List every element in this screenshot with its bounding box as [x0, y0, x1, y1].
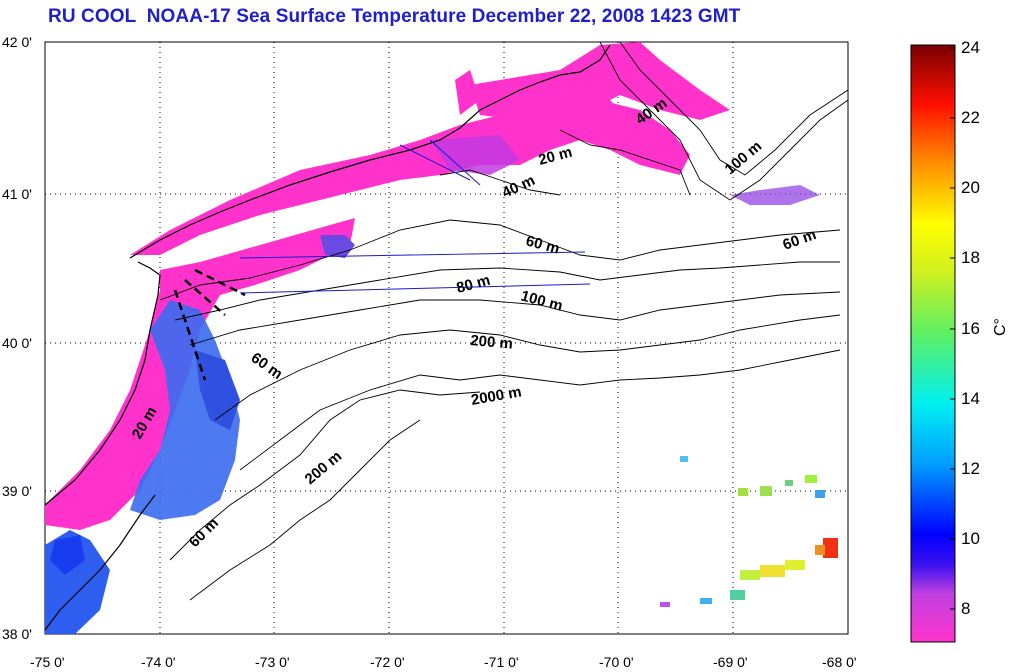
colorbar-tick-label: 14 — [961, 389, 980, 408]
colorbar-tick-label: 18 — [961, 248, 980, 267]
contour-label: 200 m — [302, 448, 346, 488]
colorbar-tick-label: 20 — [961, 178, 980, 197]
colorbar-ticks — [950, 47, 955, 610]
lat-tick-labels: 42 0' 41 0' 40 0' 39 0' 38 0' — [2, 34, 32, 642]
contour-label: 200 m — [470, 332, 514, 353]
colorbar-tick-label: 10 — [961, 529, 980, 548]
lon-tick-label: -74 0' — [141, 654, 176, 670]
contour-label: 60 m — [524, 232, 561, 257]
lon-tick-label: -68 0' — [822, 654, 857, 670]
lat-tick-label: 42 0' — [2, 34, 32, 50]
contour-label: 40 m — [500, 172, 538, 202]
coastline — [44, 44, 611, 631]
lat-tick-label: 38 0' — [2, 626, 32, 642]
colorbar-tick-label: 8 — [961, 599, 971, 618]
colorbar-tick-label: 12 — [961, 459, 980, 478]
lon-tick-label: -73 0' — [255, 654, 290, 670]
contour-label: 80 m — [455, 272, 492, 297]
dashed-glider-tracks — [173, 268, 246, 381]
lon-tick-label: -72 0' — [370, 654, 405, 670]
lon-tick-label: -70 0' — [599, 654, 634, 670]
contour-label: 2000 m — [470, 383, 523, 409]
bathymetry-contours — [159, 41, 849, 601]
lat-tick-label: 41 0' — [2, 186, 32, 202]
colorbar — [910, 44, 956, 643]
map-frame — [44, 41, 849, 635]
transect-lines — [239, 139, 591, 294]
map-title: RU COOL NOAA-17 Sea Surface Temperature … — [48, 6, 741, 27]
lat-tick-label: 39 0' — [2, 483, 32, 499]
colorbar-tick-label: 22 — [961, 108, 980, 127]
sst-warm-water — [660, 456, 838, 607]
contour-label: 60 m — [781, 226, 819, 254]
colorbar-unit-label: C° — [992, 318, 1009, 336]
contour-label: 60 m — [248, 349, 286, 383]
lon-tick-label: -75 0' — [30, 654, 65, 670]
lat-tick-label: 40 0' — [2, 335, 32, 351]
sst-cold-water — [45, 42, 730, 530]
lon-tick-labels: -75 0' -74 0' -73 0' -72 0' -71 0' -70 0… — [30, 654, 857, 670]
lon-tick-label: -69 0' — [713, 654, 748, 670]
contour-label: 100 m — [519, 287, 564, 314]
colorbar-tick-label: 24 — [961, 38, 980, 57]
contour-label: 60 m — [186, 515, 222, 551]
contour-label: 100 m — [722, 138, 766, 178]
colorbar-tick-label: 16 — [961, 319, 980, 338]
lon-tick-label: -71 0' — [484, 654, 519, 670]
